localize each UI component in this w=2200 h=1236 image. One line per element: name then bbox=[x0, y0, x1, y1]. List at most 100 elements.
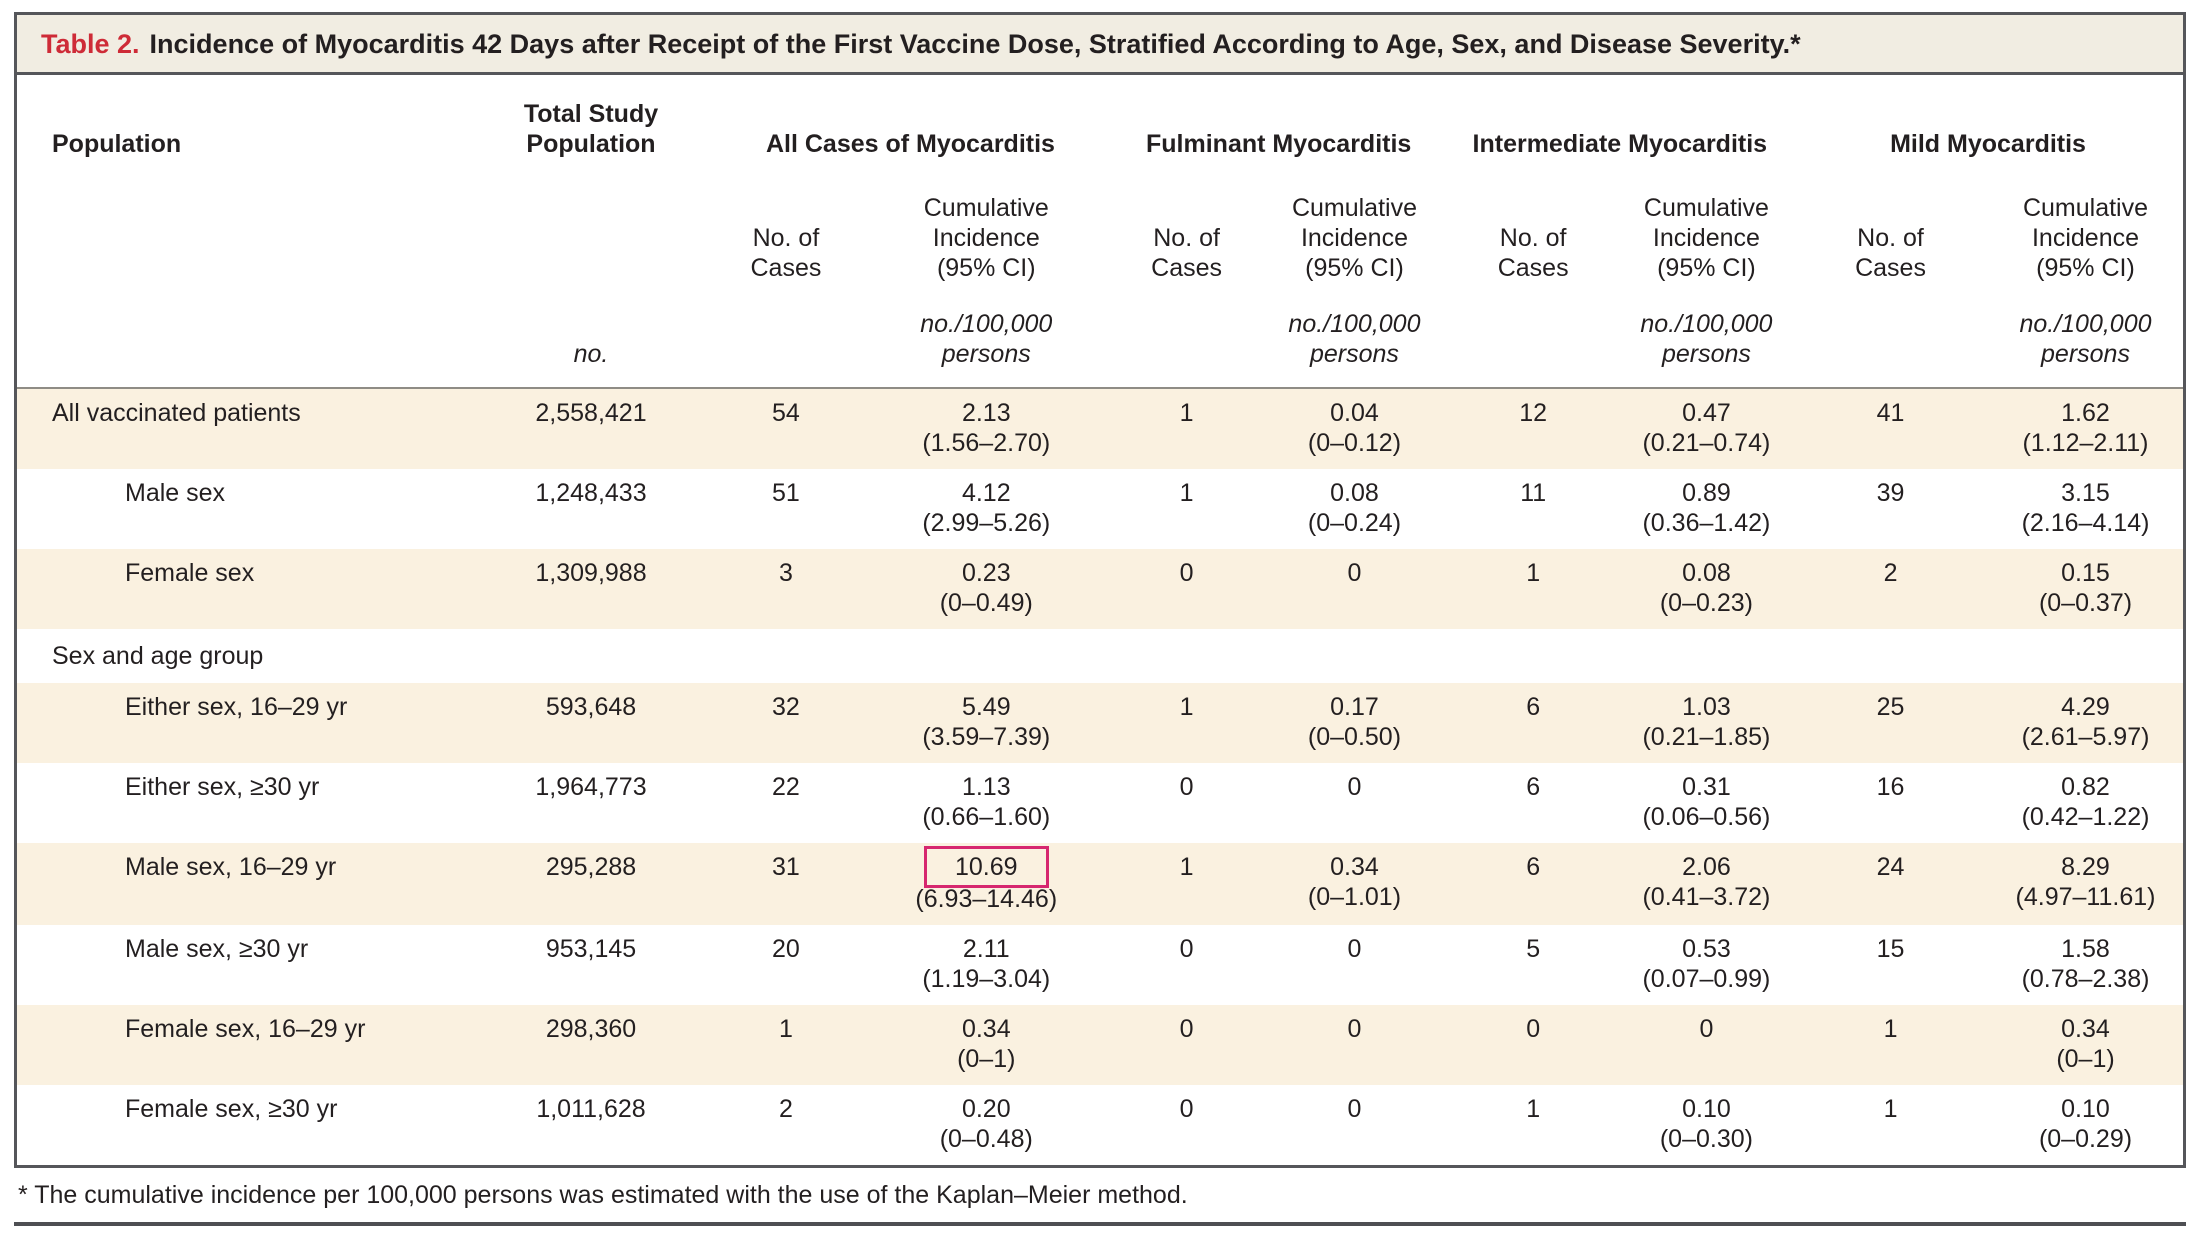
cumulative-incidence-cell: 0.34 (0–1) bbox=[862, 1005, 1111, 1085]
cumulative-incidence-cell: 2.13 (1.56–2.70) bbox=[862, 388, 1111, 469]
no-of-cases-value: 1 bbox=[1179, 693, 1194, 721]
table-row: Male sex 1,248,433 51 4.12 (2.99–5.26) 1 0.08(… bbox=[17, 469, 2183, 549]
table-number: Table 2. bbox=[41, 29, 140, 59]
incidence-value: 0 bbox=[1699, 1015, 1714, 1043]
incidence-value: 1.62 bbox=[2061, 399, 2110, 427]
col-header-population: Population bbox=[52, 130, 182, 158]
incidence-value: 0 bbox=[1347, 1015, 1362, 1043]
no-of-cases-value: 0 bbox=[1179, 935, 1194, 963]
no-of-cases-value: 39 bbox=[1876, 479, 1905, 507]
table-row: Female sex, 16–29 yr 298,360 1 0.34 (0–1) 0 0 0… bbox=[17, 1005, 2183, 1085]
incidence-value: 0.15 bbox=[2061, 559, 2110, 587]
confidence-interval: (2.16–4.14) bbox=[2021, 509, 2150, 537]
row-label: All vaccinated patients bbox=[52, 399, 301, 427]
incidence-value: 2.13 bbox=[961, 399, 1011, 427]
header-row-subcolumns: No. of Cases Cumulative Incidence (95% C… bbox=[17, 159, 2183, 283]
no-of-cases-value: 0 bbox=[1179, 559, 1194, 587]
cumulative-incidence-cell: 0.17 (0–0.50) bbox=[1262, 683, 1446, 763]
incidence-value: 4.12 bbox=[961, 479, 1011, 507]
no-of-cases-value: 51 bbox=[772, 479, 800, 507]
cumulative-incidence-cell: 0 bbox=[1262, 1085, 1446, 1165]
cumulative-incidence-cell: 2.11 (1.19–3.04) bbox=[862, 925, 1111, 1005]
no-of-cases-value: 0 bbox=[1179, 1095, 1194, 1123]
incidence-value: 0.34 bbox=[961, 1015, 1011, 1043]
confidence-interval: (0.36–1.42) bbox=[1642, 509, 1771, 537]
cumulative-incidence-cell: 0.20 (0–0.48) bbox=[862, 1085, 1111, 1165]
incidence-value: 8.29 bbox=[2061, 853, 2110, 881]
subheader-no-of-cases: No. of Cases bbox=[1497, 224, 1569, 282]
total-study-population-value: 593,648 bbox=[545, 693, 637, 721]
incidence-value: 2.06 bbox=[1682, 853, 1731, 881]
row-label: Either sex, ≥30 yr bbox=[125, 773, 320, 801]
cumulative-incidence-cell: 0.89 (0.36–1.42) bbox=[1620, 469, 1793, 549]
subheader-no-of-cases: No. of Cases bbox=[1151, 224, 1223, 282]
table-row: All vaccinated patients 2,558,421 54 2.13 (1… bbox=[17, 388, 2183, 469]
cumulative-incidence-cell: 4.12 (2.99–5.26) bbox=[862, 469, 1111, 549]
cumulative-incidence-cell: 0 bbox=[1262, 549, 1446, 629]
total-study-population-value: 2,558,421 bbox=[535, 399, 647, 427]
col-header-total-study-population: Total Study Population bbox=[523, 100, 659, 158]
empty-cell bbox=[17, 159, 472, 283]
no-of-cases-value: 54 bbox=[772, 399, 800, 427]
incidence-value: 0.04 bbox=[1330, 399, 1379, 427]
no-of-cases-value: 1 bbox=[1883, 1095, 1898, 1123]
total-study-population-value: 1,011,628 bbox=[536, 1095, 646, 1123]
no-of-cases-value: 0 bbox=[1526, 1015, 1541, 1043]
footnote: * The cumulative incidence per 100,000 p… bbox=[18, 1181, 1188, 1209]
confidence-interval: (0–0.24) bbox=[1307, 509, 1402, 537]
no-of-cases-value: 41 bbox=[1876, 399, 1905, 427]
highlight-box: 10.69 bbox=[923, 846, 1049, 888]
confidence-interval: (0–1) bbox=[2056, 1045, 2115, 1073]
cumulative-incidence-cell: 1.03 (0.21–1.85) bbox=[1620, 683, 1793, 763]
row-label: Either sex, 16–29 yr bbox=[125, 693, 348, 721]
subheader-cumulative-incidence: Cumulative Incidence (95% CI) bbox=[1291, 194, 1417, 282]
table-row: Female sex, ≥30 yr 1,011,628 2 0.20 (0–0.48)… bbox=[17, 1085, 2183, 1165]
confidence-interval: (0.21–0.74) bbox=[1642, 429, 1771, 457]
header-row-units: no. no./100,000 persons no./100,000 pers… bbox=[17, 283, 2183, 389]
table-frame: Table 2. Incidence of Myocarditis 42 Days… bbox=[14, 12, 2186, 1168]
confidence-interval: (1.19–3.04) bbox=[922, 965, 1051, 993]
confidence-interval: (0.42–1.22) bbox=[2021, 803, 2150, 831]
incidence-value: 2.11 bbox=[962, 935, 1010, 963]
cumulative-incidence-cell: 0.34 (0–1.01) bbox=[1262, 843, 1446, 925]
cumulative-incidence-cell: 4.29 (2.61–5.97) bbox=[1988, 683, 2183, 763]
total-study-population-value: 295,288 bbox=[545, 853, 637, 881]
no-of-cases-value: 0 bbox=[1179, 773, 1194, 801]
incidence-value: 0.89 bbox=[1682, 479, 1731, 507]
incidence-value: 1.13 bbox=[961, 773, 1011, 801]
cumulative-incidence-cell: 8.29 (4.97–11.61) bbox=[1988, 843, 2183, 925]
table-row: Either sex, 16–29 yr 593,648 32 5.49 (3.59–7… bbox=[17, 683, 2183, 763]
cumulative-incidence-cell: 0.31 (0.06–0.56) bbox=[1620, 763, 1793, 843]
confidence-interval: (0.06–0.56) bbox=[1642, 803, 1771, 831]
row-label: Female sex bbox=[125, 559, 255, 587]
no-of-cases-value: 1 bbox=[1883, 1015, 1898, 1043]
confidence-interval: (2.99–5.26) bbox=[922, 509, 1051, 537]
unit-label-incidence: no./100,000 persons bbox=[1988, 283, 2183, 389]
confidence-interval: (1.12–2.11) bbox=[2022, 429, 2149, 457]
empty-cell bbox=[17, 283, 472, 389]
confidence-interval: (3.59–7.39) bbox=[922, 723, 1051, 751]
cumulative-incidence-cell: 0.53 (0.07–0.99) bbox=[1620, 925, 1793, 1005]
incidence-value: 0.10 bbox=[2061, 1095, 2110, 1123]
incidence-value: 5.49 bbox=[961, 693, 1011, 721]
total-study-population-value: 1,309,988 bbox=[535, 559, 647, 587]
no-of-cases-value: 1 bbox=[1526, 1095, 1541, 1123]
subheader-cumulative-incidence: Cumulative Incidence (95% CI) bbox=[1643, 194, 1769, 282]
no-of-cases-value: 1 bbox=[1526, 559, 1541, 587]
subheader-no-of-cases: No. of Cases bbox=[750, 224, 822, 282]
incidence-value: 0.17 bbox=[1330, 693, 1379, 721]
no-of-cases-value: 24 bbox=[1876, 853, 1905, 881]
cumulative-incidence-cell: 3.15 (2.16–4.14) bbox=[1988, 469, 2183, 549]
incidence-value: 10.69 bbox=[864, 846, 1109, 888]
unit-label-incidence: no./100,000 persons bbox=[861, 283, 1111, 389]
empty-cell bbox=[1793, 283, 1988, 389]
no-of-cases-value: 16 bbox=[1876, 773, 1905, 801]
confidence-interval: (0–0.49) bbox=[939, 589, 1033, 617]
group-header-fulminant: Fulminant Myocarditis bbox=[1146, 130, 1412, 158]
no-of-cases-value: 3 bbox=[778, 559, 793, 587]
subheader-no-of-cases: No. of Cases bbox=[1855, 224, 1926, 282]
empty-cell bbox=[1446, 283, 1620, 389]
row-label: Female sex, 16–29 yr bbox=[125, 1015, 366, 1043]
incidence-value: 0.53 bbox=[1682, 935, 1731, 963]
confidence-interval: (0.21–1.85) bbox=[1642, 723, 1771, 751]
